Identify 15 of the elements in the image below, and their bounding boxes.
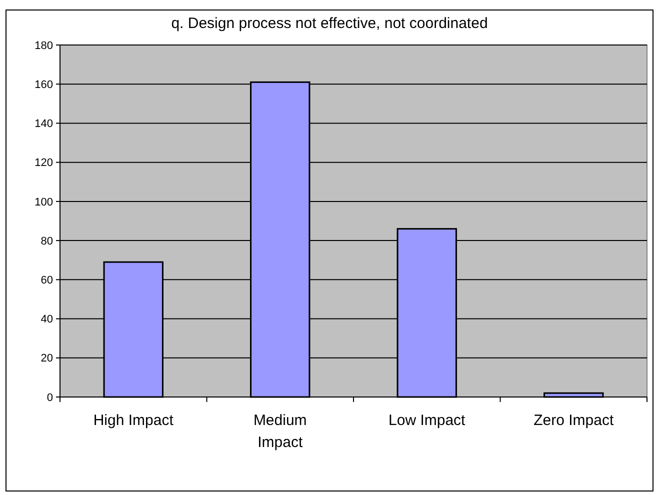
y-tick-label: 160 [34, 78, 53, 91]
y-tick-label: 0 [46, 392, 53, 404]
y-tick-label: 20 [40, 352, 53, 365]
y-tick-label: 40 [40, 314, 53, 326]
y-tick-label: 100 [34, 196, 53, 208]
x-tick-label: High Impact [93, 412, 174, 429]
y-tick-label: 120 [34, 157, 53, 170]
y-tick-label: 80 [40, 235, 53, 248]
y-tick-label: 60 [40, 274, 53, 287]
y-tick-label: 140 [34, 118, 53, 130]
y-tick-label: 180 [34, 40, 53, 52]
chart-title: q. Design process not effective, not coordinated [171, 15, 488, 32]
x-tick-label: Low Impact [388, 412, 466, 429]
x-tick-label: Zero Impact [534, 412, 614, 429]
x-tick-label: Medium Impact [253, 412, 307, 451]
